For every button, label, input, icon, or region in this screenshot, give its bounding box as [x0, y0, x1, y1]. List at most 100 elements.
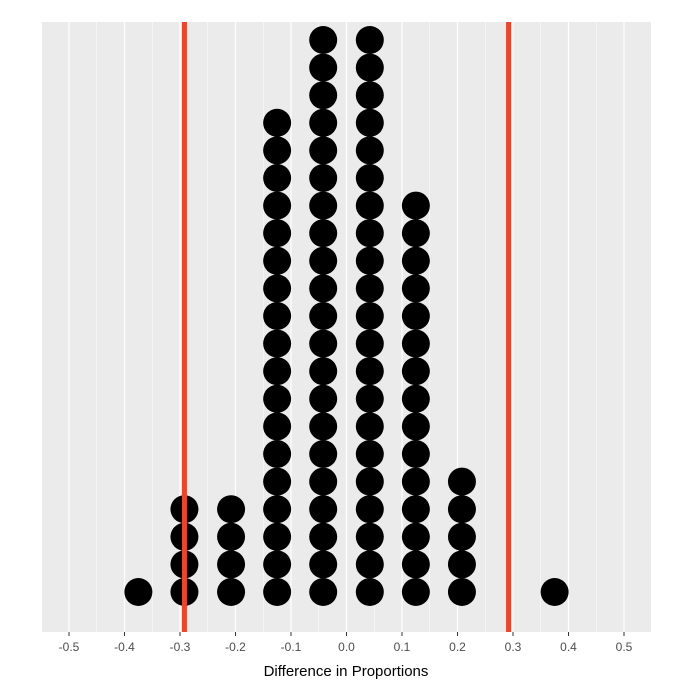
dot [263, 522, 292, 551]
dot [263, 191, 292, 220]
x-axis-ticks: -0.5 -0.4 -0.3 -0.2 -0.1 0.0 0.1 0.2 0.3 0.4 0.5 [59, 632, 633, 654]
dot [355, 357, 384, 386]
dot [355, 81, 384, 110]
dot [217, 550, 246, 579]
dot [309, 136, 338, 165]
dot [355, 108, 384, 137]
dot [355, 164, 384, 192]
dot [401, 384, 430, 413]
x-tick-label: 0.2 [449, 640, 466, 654]
dot [355, 495, 384, 524]
dot [263, 495, 292, 524]
dot [309, 467, 338, 496]
dot [355, 522, 384, 551]
dot [401, 246, 430, 275]
dot [309, 329, 338, 358]
dot [355, 412, 384, 441]
dot [540, 578, 569, 606]
dot [355, 302, 384, 330]
dot [447, 495, 476, 524]
dot [355, 550, 384, 579]
dot [263, 412, 292, 441]
dot [263, 440, 292, 468]
dot [355, 136, 384, 165]
grid-lines [68, 22, 625, 632]
dot [355, 274, 384, 303]
dot [355, 246, 384, 275]
dot [309, 26, 338, 54]
dot [355, 53, 384, 82]
dot [401, 191, 430, 220]
dot [355, 440, 384, 468]
dot [309, 246, 338, 275]
dot [355, 26, 384, 54]
dot [401, 302, 430, 330]
dot [309, 384, 338, 413]
dot [309, 578, 338, 606]
dot [355, 578, 384, 606]
dot [309, 81, 338, 110]
dot [263, 467, 292, 496]
dot [309, 412, 338, 441]
x-tick-label: -0.1 [281, 640, 302, 654]
dot [447, 522, 476, 551]
x-tick-label: -0.2 [225, 640, 246, 654]
dot-stacks [124, 26, 569, 606]
dot [263, 550, 292, 579]
dot [217, 578, 246, 606]
dot [401, 495, 430, 524]
dot [309, 440, 338, 468]
dot [355, 384, 384, 413]
dot [309, 191, 338, 220]
dot [309, 522, 338, 551]
dot [447, 578, 476, 606]
dot [263, 219, 292, 248]
dot [401, 522, 430, 551]
dot [309, 53, 338, 82]
dot [401, 578, 430, 606]
dot [263, 246, 292, 275]
x-tick-label: 0.1 [394, 640, 411, 654]
dot [401, 412, 430, 441]
dot [447, 467, 476, 496]
x-axis-title: Difference in Proportions [264, 663, 429, 680]
dot [309, 164, 338, 192]
dot [355, 467, 384, 496]
dot [217, 495, 246, 524]
dot [309, 274, 338, 303]
dot [401, 440, 430, 468]
dot [309, 108, 338, 137]
dot [355, 191, 384, 220]
reference-lines [181, 22, 512, 632]
dot [447, 550, 476, 579]
dot [401, 274, 430, 303]
x-tick-label: -0.5 [59, 640, 80, 654]
dot [355, 329, 384, 358]
dot [401, 467, 430, 496]
dot [263, 578, 292, 606]
dot [401, 219, 430, 248]
dot [263, 136, 292, 165]
x-tick-label: 0.0 [338, 640, 355, 654]
x-tick-label: 0.5 [616, 640, 633, 654]
dot [263, 164, 292, 192]
x-tick-label: -0.3 [170, 640, 191, 654]
dot [309, 302, 338, 330]
dot [309, 357, 338, 386]
x-tick-label: -0.4 [114, 640, 135, 654]
dot [401, 329, 430, 358]
dot [309, 219, 338, 248]
dot [309, 495, 338, 524]
x-tick-label: 0.3 [505, 640, 522, 654]
dot [124, 578, 153, 606]
dot [309, 550, 338, 579]
dot [263, 274, 292, 303]
dot [263, 302, 292, 330]
dot [401, 550, 430, 579]
dot [263, 108, 292, 137]
dot [263, 329, 292, 358]
dot [355, 219, 384, 248]
dot [401, 357, 430, 386]
dot [263, 357, 292, 386]
